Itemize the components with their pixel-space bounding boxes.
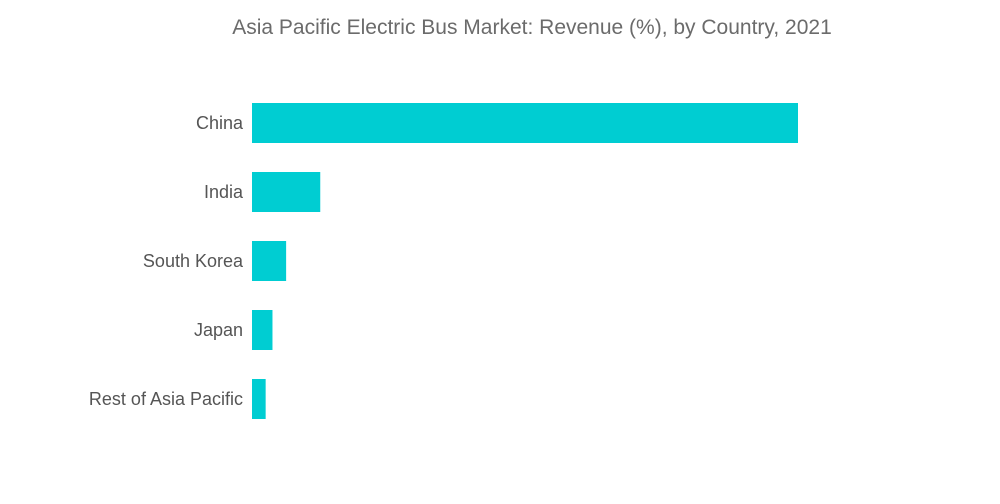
bar-india xyxy=(252,172,321,212)
category-label-japan: Japan xyxy=(194,320,243,340)
bar-rest-of-asia-pacific xyxy=(252,379,266,419)
category-label-china: China xyxy=(196,113,244,133)
bar-japan xyxy=(252,310,273,350)
bars-layer xyxy=(252,103,798,419)
category-label-south-korea: South Korea xyxy=(143,251,244,271)
category-label-rest-of-asia-pacific: Rest of Asia Pacific xyxy=(89,389,243,409)
chart-title: Asia Pacific Electric Bus Market: Revenu… xyxy=(232,16,832,39)
bar-south-korea xyxy=(252,241,287,281)
bar-china xyxy=(252,103,798,143)
category-label-india: India xyxy=(204,182,244,202)
category-labels: China India South Korea Japan Rest of Asia P… xyxy=(89,113,244,409)
